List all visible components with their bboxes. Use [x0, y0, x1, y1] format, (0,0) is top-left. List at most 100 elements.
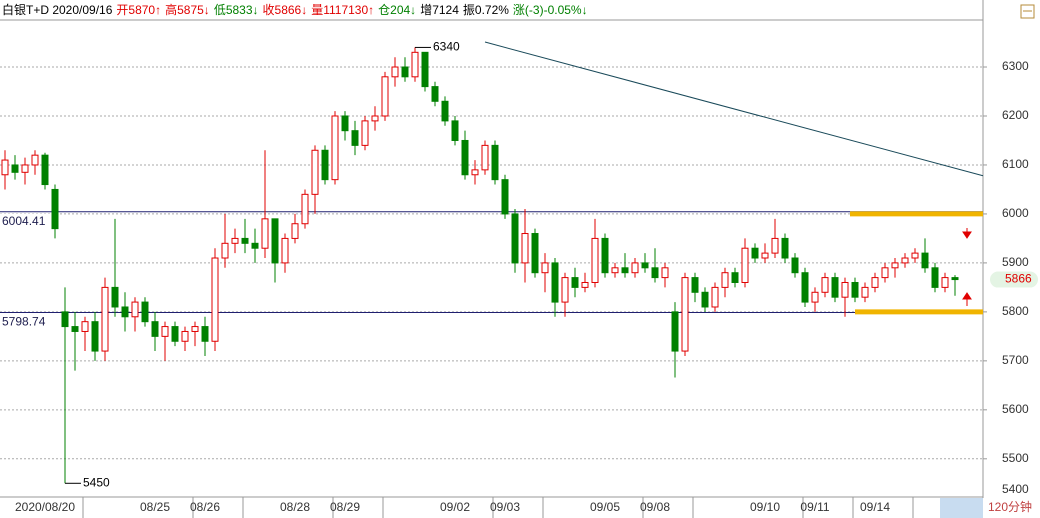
header-item: 仓204↓: [378, 3, 416, 17]
candle-body: [881, 267, 889, 279]
candle-body: [941, 277, 949, 288]
x-tick-label: 08/29: [330, 500, 360, 514]
extreme-label: 6340: [433, 40, 460, 54]
candle-body: [331, 115, 339, 181]
candle-body: [721, 272, 729, 288]
candle-body: [191, 326, 199, 332]
candle-body: [541, 262, 549, 274]
hline-label: 5798.74: [2, 315, 46, 329]
candle-body: [241, 237, 249, 244]
hline-label: 6004.41: [2, 214, 46, 228]
hline-label-bg: [0, 213, 56, 230]
up-arrow: [962, 292, 972, 306]
candle-body: [511, 213, 519, 264]
candle-body: [661, 267, 669, 279]
y-tick-label: 6300: [1002, 59, 1029, 73]
candle-body: [211, 257, 219, 342]
y-tick-label: 5400: [1002, 482, 1029, 496]
candle-body: [601, 237, 609, 274]
candle-body: [41, 154, 49, 186]
header-item: 白银T+D 2020/09/16: [2, 2, 113, 17]
header-item: 涨(-3)-0.05%↓: [513, 2, 588, 17]
last-price-bg: [990, 271, 1038, 288]
last-price: 5866: [1005, 272, 1032, 286]
candle-body: [451, 120, 459, 141]
candle-body: [731, 272, 739, 283]
candle-body: [811, 291, 819, 303]
candle-body: [231, 237, 239, 244]
candle-body: [751, 247, 759, 259]
candle-body: [201, 326, 209, 342]
candle-body: [431, 86, 439, 102]
candle-body: [361, 120, 369, 146]
x-tick-label: 09/05: [590, 500, 620, 514]
candle-body: [151, 321, 159, 337]
y-tick-label: 6000: [1002, 206, 1029, 220]
y-tick-label: 6200: [1002, 108, 1029, 122]
candle-body: [321, 149, 329, 181]
y-tick-label: 6100: [1002, 157, 1029, 171]
candle-body: [561, 277, 569, 303]
candle-body: [631, 262, 639, 274]
candle-body: [951, 277, 959, 281]
period-label[interactable]: 120分钟: [988, 499, 1032, 514]
candle-body: [271, 218, 279, 264]
candle-body: [341, 115, 349, 132]
candle-body: [371, 115, 379, 122]
x-tick-label: 08/26: [190, 500, 220, 514]
candle-body: [671, 311, 679, 352]
candle-body: [521, 233, 529, 264]
candle-body: [781, 237, 789, 259]
candle-body: [91, 321, 99, 352]
x-tick-label: 09/14: [860, 500, 890, 514]
extreme-label: 5450: [83, 475, 110, 489]
candle-body: [621, 267, 629, 274]
candle-body: [291, 223, 299, 239]
y-tick-label: 5700: [1002, 353, 1029, 367]
candle-body: [381, 76, 389, 117]
candle-body: [441, 100, 449, 122]
candle-body: [711, 286, 719, 308]
candle-body: [911, 252, 919, 259]
candle-body: [121, 306, 129, 318]
candle-body: [221, 242, 229, 259]
candle-body: [1, 159, 9, 176]
candle-body: [11, 164, 19, 173]
y-tick-label: 5900: [1002, 255, 1029, 269]
candle-body: [871, 277, 879, 288]
candle-body: [831, 277, 839, 298]
candle-body: [641, 262, 649, 269]
candle-body: [931, 267, 939, 288]
candle-body: [31, 154, 39, 166]
candle-body: [61, 311, 69, 328]
scroll-bar[interactable]: [940, 498, 983, 518]
candle-body: [901, 257, 909, 264]
candle-body: [71, 326, 79, 332]
candle-body: [821, 277, 829, 293]
candle-body: [741, 247, 749, 283]
candle-body: [311, 149, 319, 195]
candle-body: [111, 286, 119, 308]
x-tick-label: 2020/08/20: [15, 500, 75, 514]
candle-body: [461, 139, 469, 176]
candle-body: [421, 51, 429, 88]
candle-body: [681, 277, 689, 352]
candle-body: [491, 144, 499, 181]
candle-body: [391, 66, 399, 78]
candle-body: [701, 291, 709, 308]
candle-body: [501, 179, 509, 215]
x-tick-label: 09/08: [640, 500, 670, 514]
header-item: 振0.72%: [463, 3, 509, 17]
candle-body: [281, 237, 289, 264]
candle-body: [531, 233, 539, 274]
candle-body: [611, 267, 619, 274]
candle-body: [551, 262, 559, 303]
candle-body: [81, 321, 89, 332]
candle-body: [851, 281, 859, 298]
x-tick-label: 08/25: [140, 500, 170, 514]
candle-body: [51, 188, 59, 230]
candle-body: [791, 257, 799, 274]
trend-line: [484, 41, 984, 177]
